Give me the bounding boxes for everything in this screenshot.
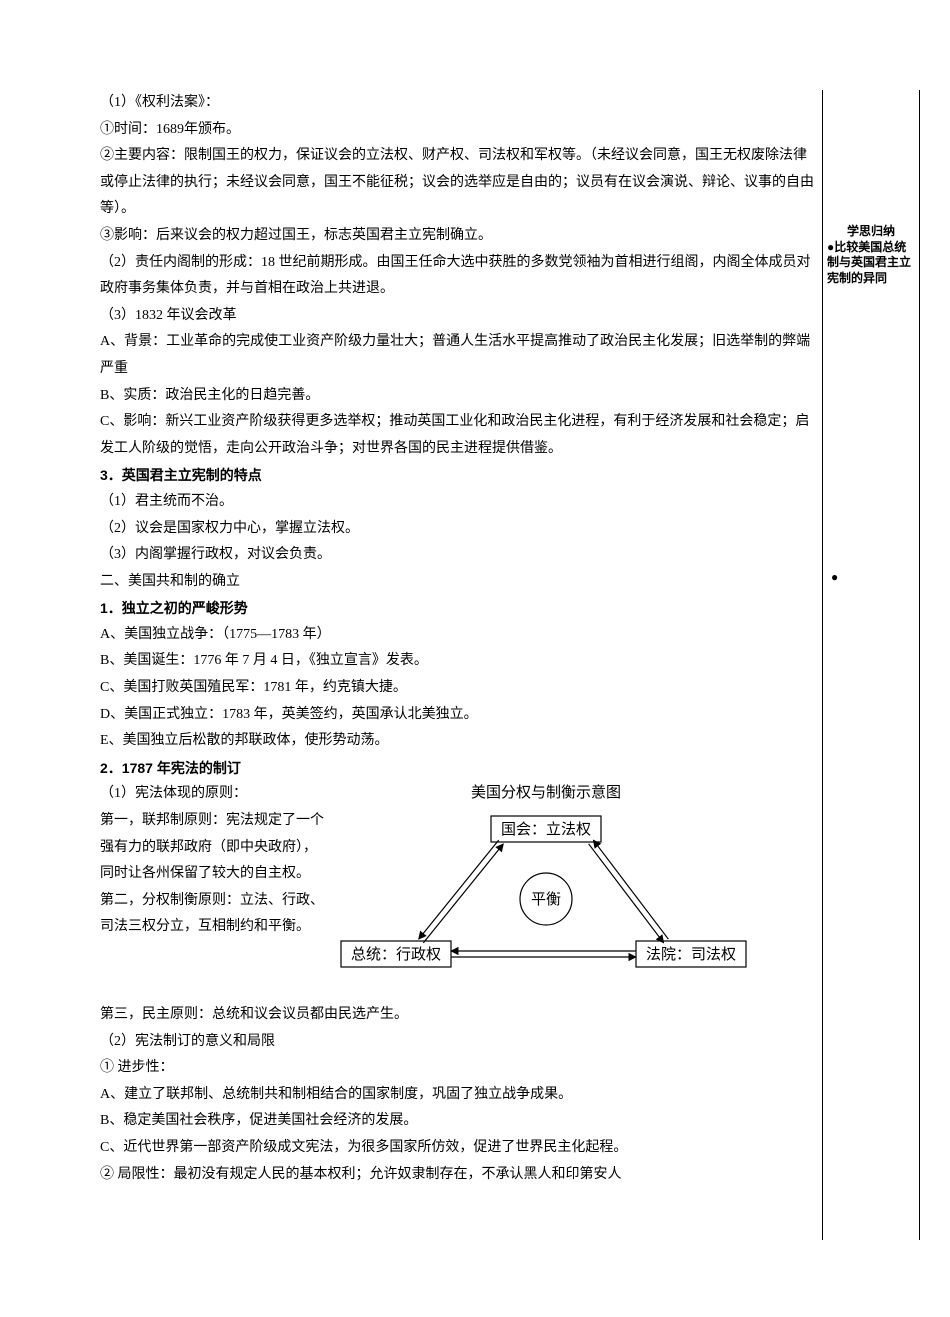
- paragraph: ③影响：后来议会的权力超过国王，标志英国君主立宪制确立。: [100, 223, 814, 250]
- paragraph: C、近代世界第一部资产阶级成文宪法，为很多国家所仿效，促进了世界民主化起程。: [100, 1135, 814, 1162]
- paragraph: A、美国独立战争：（1775—1783 年）: [100, 622, 814, 649]
- heading-2: 2．1787 年宪法的制订: [100, 755, 814, 782]
- paragraph: （3）1832 年议会改革: [100, 303, 814, 330]
- paragraph: ②主要内容：限制国王的权力，保证议会的立法权、财产权、司法权和军权等。（未经议会…: [100, 143, 814, 223]
- paragraph: A、建立了联邦制、总统制共和制相结合的国家制度，巩固了独立战争成果。: [100, 1082, 814, 1109]
- paragraph: （2）宪法制订的意义和局限: [100, 1029, 814, 1056]
- spacer: [827, 94, 915, 224]
- paragraph: E、美国独立后松散的邦联政体，使形势动荡。: [100, 728, 814, 755]
- svg-text:法院：司法权: 法院：司法权: [646, 945, 736, 963]
- paragraph: ② 局限性：最初没有规定人民的基本权利；允许奴隶制存在，不承认黑人和印第安人: [100, 1162, 814, 1189]
- sidebar-item: ●比较美国总统制与英国君主立宪制的异同: [827, 240, 915, 287]
- heading-1: 1．独立之初的严峻形势: [100, 595, 814, 622]
- paragraph: B、稳定美国社会秩序，促进美国社会经济的发展。: [100, 1108, 814, 1135]
- paragraph: （1）宪法体现的原则：: [100, 781, 330, 808]
- spacer: [100, 992, 814, 1002]
- paragraph: （2）议会是国家权力中心，掌握立法权。: [100, 516, 814, 543]
- paragraph: B、美国诞生：1776 年 7 月 4 日，《独立宣言》发表。: [100, 648, 814, 675]
- diagram-row: （1）宪法体现的原则： 第一，联邦制原则：宪法规定了一个强有力的联邦政府（即中央…: [100, 781, 814, 992]
- paragraph: 第三，民主原则：总统和议会议员都由民选产生。: [100, 1002, 814, 1029]
- heading-3: 3．英国君主立宪制的特点: [100, 462, 814, 489]
- paragraph: （1）君主统而不治。: [100, 489, 814, 516]
- paragraph: C、影响：新兴工业资产阶级获得更多选举权；推动英国工业化和政治民主化进程，有利于…: [100, 409, 814, 462]
- page-root: （1）《权利法案》： ①时间：1689年颁布。 ②主要内容：限制国王的权力，保证…: [0, 0, 950, 1280]
- paragraph: ①时间：1689年颁布。: [100, 117, 814, 144]
- svg-text:平衡: 平衡: [531, 891, 561, 908]
- paragraph: D、美国正式独立：1783 年，英美签约，英国承认北美独立。: [100, 702, 814, 729]
- paragraph: （2）责任内阁制的形成：18 世纪前期形成。由国王任命大选中获胜的多数党领袖为首…: [100, 250, 814, 303]
- separation-of-powers-diagram: 美国分权与制衡示意图国会：立法权总统：行政权 法院：司法权 平衡: [336, 781, 756, 981]
- sidebar-bullet-icon: ●: [831, 570, 838, 586]
- paragraph: C、美国打败英国殖民军：1781 年，约克镇大捷。: [100, 675, 814, 702]
- paragraph: （1）《权利法案》：: [100, 90, 814, 117]
- paragraph: ① 进步性：: [100, 1055, 814, 1082]
- paragraph: （3）内阁掌握行政权，对议会负责。: [100, 542, 814, 569]
- paragraph: 第一，联邦制原则：宪法规定了一个强有力的联邦政府（即中央政府），同时让各州保留了…: [100, 808, 330, 888]
- svg-text:美国分权与制衡示意图: 美国分权与制衡示意图: [471, 783, 621, 801]
- svg-text:国会：立法权: 国会：立法权: [501, 821, 591, 838]
- sidebar-column: 学思归纳 ●比较美国总统制与英国君主立宪制的异同 ●: [822, 90, 920, 1240]
- sidebar-title: 学思归纳: [827, 224, 915, 240]
- diagram-side-text: （1）宪法体现的原则： 第一，联邦制原则：宪法规定了一个强有力的联邦政府（即中央…: [100, 781, 330, 941]
- paragraph: B、实质：政治民主化的日趋完善。: [100, 383, 814, 410]
- main-column: （1）《权利法案》： ①时间：1689年颁布。 ②主要内容：限制国王的权力，保证…: [100, 90, 814, 1240]
- paragraph: A、背景：工业革命的完成使工业资产阶级力量壮大；普通人生活水平提高推动了政治民主…: [100, 329, 814, 382]
- svg-text:总统：行政权: 总统：行政权: [351, 946, 441, 963]
- paragraph: 第二，分权制衡原则：立法、行政、司法三权分立，互相制约和平衡。: [100, 888, 330, 941]
- diagram-container: 美国分权与制衡示意图国会：立法权总统：行政权 法院：司法权 平衡: [336, 781, 814, 992]
- paragraph: 二、美国共和制的确立: [100, 569, 814, 596]
